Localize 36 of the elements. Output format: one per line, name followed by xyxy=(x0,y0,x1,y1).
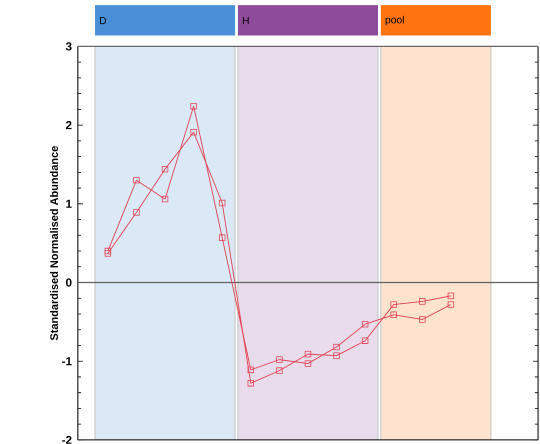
point xyxy=(276,356,283,363)
text: H xyxy=(242,17,249,24)
y-tick-label: 1 xyxy=(66,200,72,208)
point xyxy=(248,380,254,387)
point xyxy=(390,312,397,318)
point xyxy=(419,298,426,305)
text: D xyxy=(100,17,106,24)
point xyxy=(248,366,254,374)
y-tick-label: 2 xyxy=(66,121,72,130)
y-axis-title: Standardised Normalised Abundance xyxy=(50,146,58,340)
point xyxy=(276,368,283,374)
point xyxy=(104,250,112,257)
point xyxy=(218,234,226,241)
point xyxy=(162,166,168,173)
point xyxy=(390,301,397,308)
point xyxy=(162,196,168,202)
y-tick-label: 3 xyxy=(66,42,72,51)
point xyxy=(448,292,454,300)
point xyxy=(218,200,226,206)
point xyxy=(104,248,112,254)
text: pool xyxy=(386,16,404,26)
point xyxy=(333,344,340,350)
point xyxy=(133,177,140,184)
point xyxy=(304,351,312,358)
y-tick-label: -2 xyxy=(62,436,72,444)
point xyxy=(190,129,197,136)
point xyxy=(362,338,368,344)
y-tick-label: 0 xyxy=(66,278,72,287)
point xyxy=(133,209,140,216)
point xyxy=(362,321,368,328)
point xyxy=(419,316,426,323)
y-tick-label: -1 xyxy=(62,357,72,366)
point xyxy=(448,301,454,308)
point xyxy=(190,103,197,110)
point xyxy=(333,352,340,360)
point xyxy=(304,360,312,367)
